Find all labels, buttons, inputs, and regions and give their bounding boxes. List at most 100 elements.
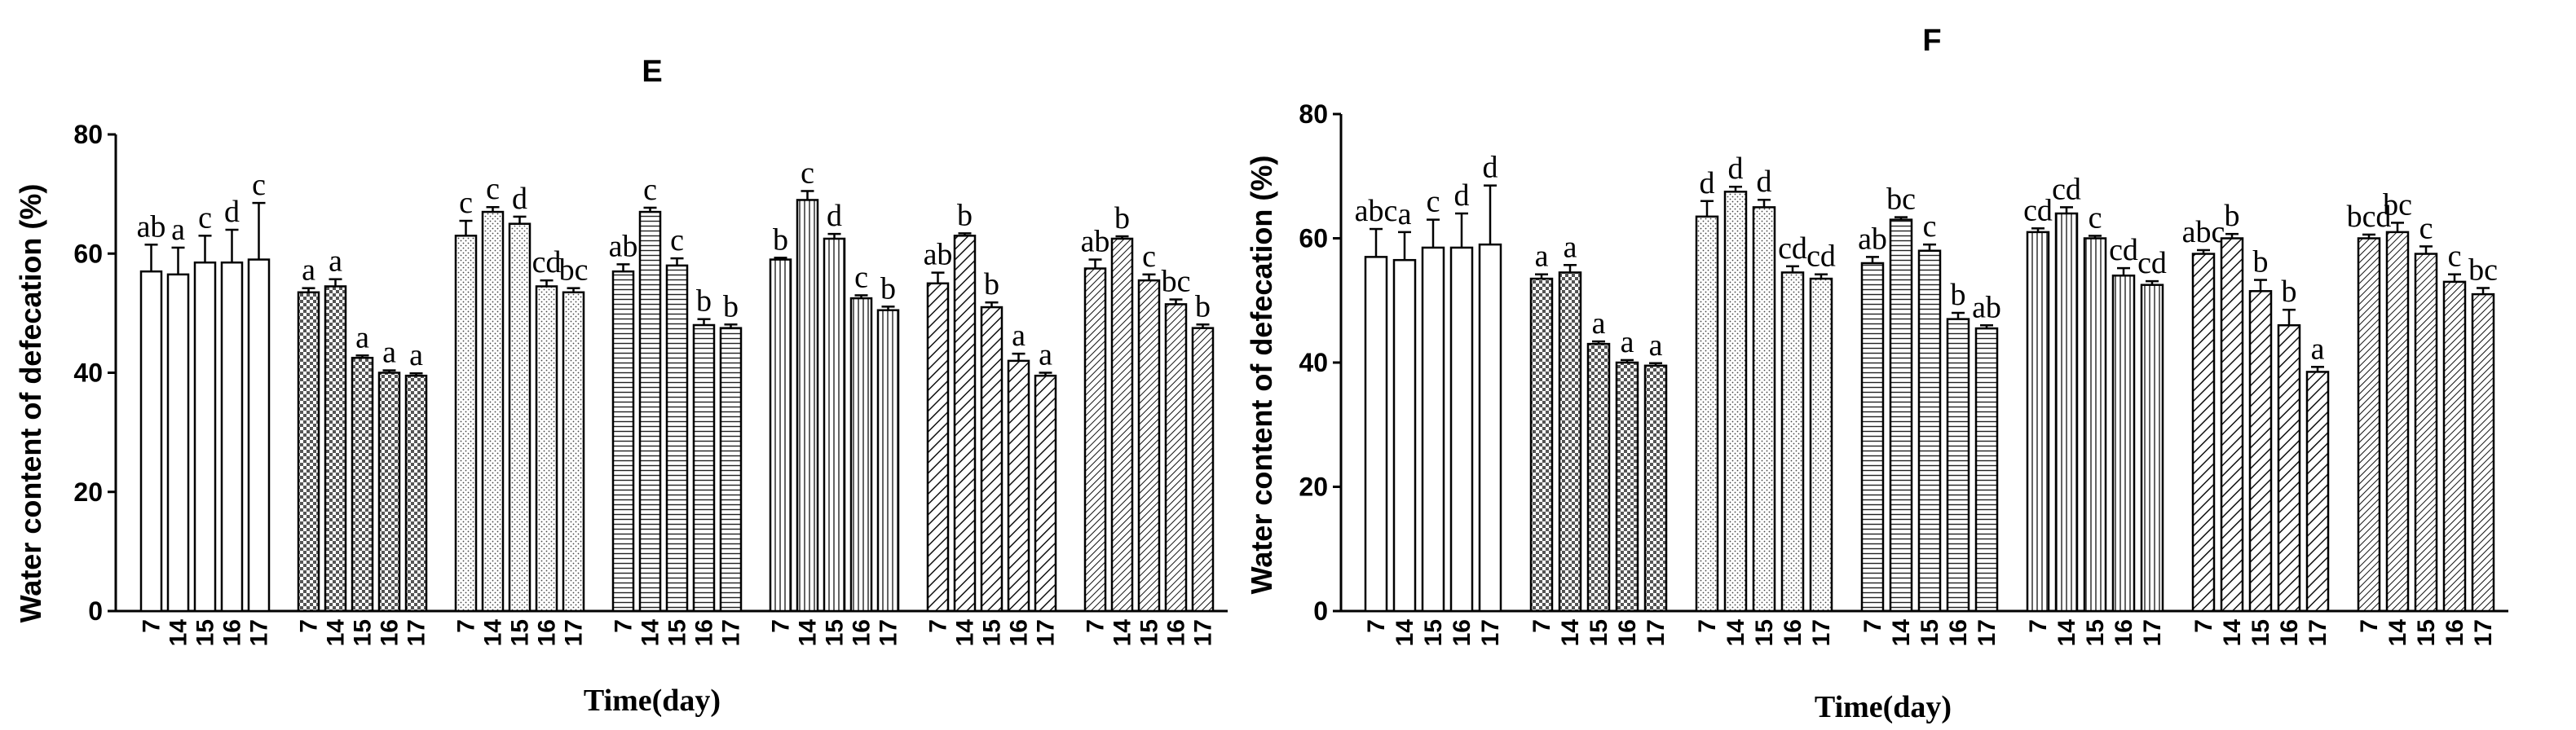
bar <box>980 306 1003 613</box>
bar <box>1364 256 1388 613</box>
significance-label: c <box>1142 240 1156 274</box>
significance-label: c <box>854 260 868 294</box>
bar <box>1191 327 1215 613</box>
x-tick-label: 14 <box>1722 619 1749 647</box>
x-tick-label: 7 <box>453 619 480 633</box>
bar <box>1752 206 1776 613</box>
significance-label: a <box>1535 240 1549 274</box>
x-tick-label: 14 <box>795 619 822 647</box>
x-tick-label: 7 <box>2190 619 2217 633</box>
bar <box>2471 292 2495 613</box>
x-tick-label: 7 <box>2356 619 2383 633</box>
significance-label: d <box>224 195 240 229</box>
bar <box>454 235 478 613</box>
x-tick-label: 15 <box>2247 619 2274 646</box>
x-tick-label: 15 <box>822 619 849 646</box>
significance-label: b <box>773 222 788 257</box>
significance-label: cd <box>1806 240 1836 274</box>
bar <box>692 323 716 613</box>
significance-label: b <box>2253 245 2269 279</box>
x-tick-label: 15 <box>1917 619 1943 646</box>
significance-label: a <box>329 244 342 279</box>
x-tick-label: 15 <box>2413 619 2440 646</box>
bar <box>1889 218 1913 613</box>
x-tick-label: 14 <box>1392 619 1418 647</box>
bar <box>377 372 401 613</box>
bar-group: abc 7 b 14 b 15 b 16 a 17 <box>2182 199 2331 646</box>
bar <box>193 261 217 613</box>
x-axis-label: Time(day) <box>584 684 721 718</box>
significance-label: c <box>2089 200 2102 235</box>
x-tick-label: 16 <box>1449 619 1475 646</box>
bar <box>2220 237 2244 613</box>
x-tick-label: 17 <box>2470 619 2497 646</box>
bar <box>2191 253 2216 613</box>
x-tick-label: 14 <box>1888 619 1915 647</box>
significance-label: cd <box>2109 233 2138 267</box>
bar <box>1917 249 1942 613</box>
x-tick-label: 7 <box>768 619 795 633</box>
x-tick-label: 16 <box>1163 619 1190 646</box>
bar-group: a 7 a 14 a 15 a 16 a 17 <box>296 244 430 647</box>
significance-label: bc <box>2468 253 2498 288</box>
significance-label: d <box>1757 165 1772 199</box>
x-tick-label: 17 <box>2139 619 2166 646</box>
x-tick-label: 14 <box>2219 619 2246 647</box>
bar-group: ab 7 b 14 b 15 a 16 a 17 <box>924 198 1060 646</box>
bar <box>849 297 873 613</box>
significance-label: d <box>827 199 842 233</box>
bar <box>166 273 190 613</box>
bar <box>297 291 320 613</box>
x-tick-label: 7 <box>139 619 165 633</box>
bar-group: ab 7 a 14 c 15 d 16 c 17 <box>137 168 273 646</box>
bar <box>2442 280 2467 613</box>
x-tick-label: 14 <box>637 619 664 647</box>
x-tick-label: 16 <box>1945 619 1972 646</box>
bar <box>1164 303 1188 613</box>
x-tick-label: 15 <box>1586 619 1612 646</box>
significance-label: c <box>1923 209 1937 244</box>
significance-label: ab <box>1858 222 1887 256</box>
x-tick-label: 15 <box>350 619 377 646</box>
significance-label: a <box>171 213 185 247</box>
significance-label: d <box>1454 178 1470 213</box>
significance-label: b <box>957 198 973 232</box>
significance-label: c <box>486 172 500 206</box>
significance-label: a <box>1398 197 1412 231</box>
bar <box>1723 191 1748 613</box>
x-tick-label: 16 <box>691 619 718 646</box>
y-tick-label: 20 <box>1299 473 1328 502</box>
y-tick-label: 80 <box>73 120 103 149</box>
bar <box>2357 237 2381 613</box>
x-tick-label: 14 <box>323 619 350 647</box>
significance-label: cd <box>532 245 562 279</box>
chart-title: F <box>1922 24 1941 58</box>
bar <box>769 258 792 613</box>
bar <box>220 261 244 613</box>
bar <box>535 285 558 613</box>
significance-label: d <box>1483 151 1498 185</box>
x-tick-label: 14 <box>1557 619 1584 647</box>
x-tick-label: 7 <box>1083 619 1109 633</box>
x-tick-label: 16 <box>1006 619 1033 646</box>
bar <box>1137 279 1161 613</box>
y-tick-label: 40 <box>1299 348 1328 377</box>
x-tick-label: 14 <box>165 619 192 647</box>
bar <box>1695 215 1719 613</box>
x-tick-label: 17 <box>246 619 273 646</box>
x-tick-label: 15 <box>1136 619 1163 646</box>
significance-label: c <box>670 223 684 257</box>
x-tick-label: 16 <box>1780 619 1806 646</box>
bar <box>1083 267 1107 613</box>
x-tick-label: 16 <box>2441 619 2468 646</box>
bar <box>926 282 950 613</box>
x-tick-label: 17 <box>1974 619 2000 646</box>
significance-label: b <box>723 289 739 323</box>
bar <box>1110 237 1134 613</box>
bar <box>1860 262 1885 613</box>
x-axis-label: Time(day) <box>1815 690 1952 724</box>
significance-label: abc <box>2182 215 2225 249</box>
x-tick-label: 15 <box>1751 619 1778 646</box>
x-tick-label: 16 <box>377 619 404 646</box>
